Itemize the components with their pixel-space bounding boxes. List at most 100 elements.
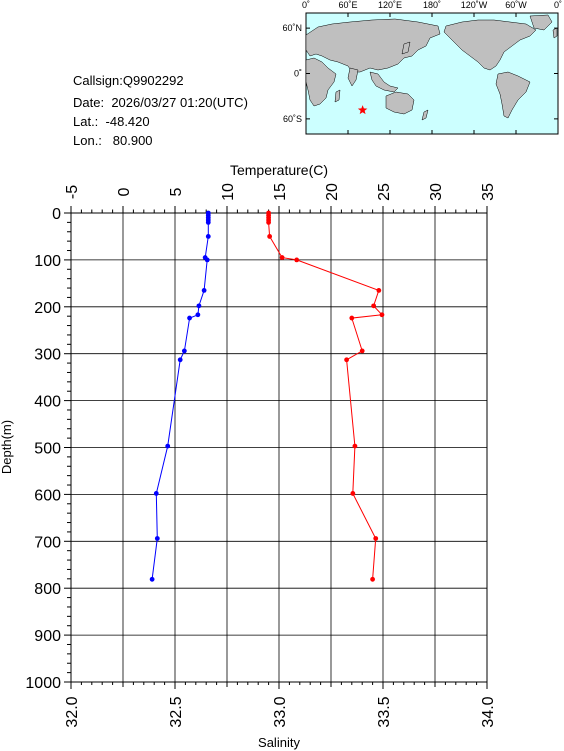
temperature-data-point bbox=[376, 287, 382, 293]
salinity-data-point bbox=[181, 348, 187, 354]
australia-landmass bbox=[385, 91, 415, 115]
lon-value: 80.900 bbox=[112, 133, 153, 148]
depth-tick-label: 1000 bbox=[25, 675, 61, 692]
temperature-tick-label: 10 bbox=[220, 183, 237, 201]
lat-line: Lat.: -48.420 bbox=[73, 114, 150, 129]
salinity-tick-labels: 32.0 32.5 33.0 33.5 34.0 bbox=[64, 696, 497, 727]
map-longitude-label: 120˚E bbox=[378, 0, 402, 10]
temperature-tick-label: 25 bbox=[376, 183, 393, 201]
callsign-label: Callsign: bbox=[73, 73, 123, 88]
greenland-landmass bbox=[529, 14, 553, 31]
map-longitude-label: 60˚E bbox=[338, 0, 357, 10]
series-layer bbox=[149, 210, 385, 582]
location-map: 0˚ 60˚E 120˚E 180˚ 120˚W 60˚W 0˚ 60˚N 0˚ 60˚S bbox=[282, 0, 562, 135]
salinity-data-point bbox=[154, 536, 160, 541]
salinity-data-point bbox=[177, 357, 183, 363]
madagascar-landmass bbox=[334, 89, 341, 103]
map-longitude-label: 120˚W bbox=[461, 0, 488, 10]
new-zealand-landmass bbox=[421, 109, 429, 121]
plot-grid bbox=[70, 212, 488, 683]
temperature-profile-line bbox=[268, 213, 384, 580]
eurasia-landmass bbox=[305, 18, 441, 73]
temperature-data-point bbox=[344, 357, 349, 363]
callsign-line: Callsign:Q9902292 bbox=[73, 73, 184, 88]
callsign-value: Q9902292 bbox=[122, 73, 184, 88]
se-asia-landmass bbox=[369, 71, 399, 93]
map-longitude-label: 60˚W bbox=[505, 0, 527, 10]
temperature-tick-label: 5 bbox=[168, 187, 185, 196]
temperature-data-point bbox=[350, 491, 356, 496]
date-value: 2026/03/27 01:20(UTC) bbox=[111, 95, 248, 110]
india-landmass bbox=[347, 67, 359, 87]
map-land bbox=[305, 14, 558, 121]
map-longitude-label: 0˚ bbox=[302, 0, 310, 10]
date-line: Date: 2026/03/27 01:20(UTC) bbox=[73, 95, 248, 110]
map-longitude-label: 180˚ bbox=[423, 0, 441, 10]
salinity-tick-label: 32.0 bbox=[64, 696, 81, 727]
salinity-data-point bbox=[165, 443, 171, 449]
salinity-tick-label: 34.0 bbox=[480, 696, 497, 727]
temperature-data-point bbox=[267, 234, 273, 239]
depth-tick-label: 600 bbox=[34, 487, 61, 504]
salinity-tick-label: 32.5 bbox=[168, 696, 185, 727]
temperature-tick-label: -5 bbox=[64, 185, 81, 199]
temperature-data-point bbox=[371, 303, 377, 309]
north-america-landmass bbox=[443, 19, 537, 71]
temperature-data-point bbox=[370, 576, 375, 582]
lat-label: Lat.: bbox=[73, 114, 99, 129]
temperature-data-point bbox=[294, 257, 300, 263]
temperature-tick-label: 30 bbox=[428, 183, 445, 201]
temperature-data-point bbox=[359, 348, 365, 354]
temperature-data-point bbox=[379, 312, 385, 318]
salinity-tick-label: 33.0 bbox=[272, 696, 289, 727]
salinity-data-point bbox=[201, 287, 207, 293]
temperature-axis-label: Temperature(C) bbox=[230, 162, 328, 178]
salinity-data-point bbox=[205, 219, 211, 225]
salinity-tick-label: 33.5 bbox=[376, 696, 393, 727]
lat-value: -48.420 bbox=[105, 114, 150, 129]
depth-axis-label: Depth(m) bbox=[0, 420, 14, 474]
depth-tick-label: 200 bbox=[34, 300, 61, 317]
salinity-axis-label: Salinity bbox=[258, 735, 300, 750]
temperature-tick-label: 15 bbox=[272, 183, 289, 201]
japan-landmass bbox=[401, 41, 411, 55]
axis-ticks bbox=[64, 206, 488, 689]
depth-tick-label: 900 bbox=[34, 628, 61, 645]
salinity-data-point bbox=[153, 491, 159, 496]
salinity-profile-line bbox=[151, 213, 209, 580]
temperature-data-point bbox=[352, 443, 358, 449]
salinity-data-point bbox=[205, 234, 211, 239]
date-label: Date: bbox=[73, 95, 105, 110]
temperature-tick-label: 0 bbox=[116, 187, 133, 196]
salinity-data-point bbox=[195, 312, 201, 318]
map-latitude-labels: 60˚N 0˚ 60˚S bbox=[282, 23, 302, 124]
depth-tick-label: 300 bbox=[34, 347, 61, 364]
float-location-star bbox=[357, 105, 368, 115]
salinity-data-point bbox=[149, 576, 155, 582]
lon-line: Lon.: 80.900 bbox=[73, 133, 153, 148]
map-latitude-label: 0˚ bbox=[294, 69, 302, 79]
depth-tick-label: 500 bbox=[34, 441, 61, 458]
temperature-data-point bbox=[373, 536, 379, 541]
depth-tick-label: 0 bbox=[52, 206, 61, 223]
depth-tick-label: 100 bbox=[34, 253, 61, 270]
temperature-data-point bbox=[266, 219, 271, 225]
depth-tick-label: 700 bbox=[34, 534, 61, 551]
temperature-tick-label: 20 bbox=[324, 183, 341, 201]
map-longitude-label: 0˚ bbox=[554, 0, 562, 10]
depth-tick-labels: 0 100 200 300 400 500 600 700 800 900 1000 bbox=[25, 206, 61, 692]
depth-tick-label: 800 bbox=[34, 581, 61, 598]
map-longitude-labels: 0˚ 60˚E 120˚E 180˚ 120˚W 60˚W 0˚ bbox=[302, 0, 562, 10]
temperature-tick-labels: -5 0 5 10 15 20 25 30 35 bbox=[64, 183, 497, 201]
south-america-landmass bbox=[495, 71, 531, 119]
salinity-data-point bbox=[187, 315, 192, 321]
temperature-data-point bbox=[349, 315, 355, 321]
map-latitude-label: 60˚S bbox=[283, 114, 302, 124]
salinity-data-point bbox=[196, 303, 202, 309]
salinity-data-point bbox=[204, 257, 210, 263]
map-frame-ticks bbox=[305, 13, 559, 134]
depth-tick-label: 400 bbox=[34, 394, 61, 411]
lon-label: Lon.: bbox=[73, 133, 102, 148]
